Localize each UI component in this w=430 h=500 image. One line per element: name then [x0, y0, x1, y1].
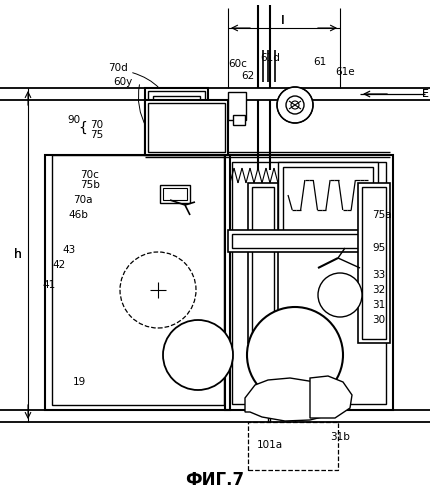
Bar: [45, 155, 230, 410]
Circle shape: [318, 273, 362, 317]
Bar: [52, 155, 224, 405]
Bar: [145, 100, 228, 155]
Text: 75b: 75b: [80, 180, 100, 190]
Bar: [145, 88, 208, 155]
Bar: [163, 188, 187, 200]
Text: 42: 42: [52, 260, 65, 270]
Bar: [232, 234, 384, 248]
Text: ФИГ.7: ФИГ.7: [185, 471, 245, 489]
Text: 32: 32: [372, 285, 385, 295]
Circle shape: [291, 101, 299, 109]
Text: 75: 75: [90, 130, 103, 140]
Text: h: h: [14, 248, 22, 262]
Text: 33: 33: [372, 270, 385, 280]
Text: h: h: [14, 248, 22, 262]
Bar: [228, 230, 388, 252]
Text: 70d: 70d: [108, 63, 128, 73]
Text: 70c: 70c: [80, 170, 99, 180]
Text: {: {: [78, 121, 87, 135]
Text: 61d: 61d: [260, 53, 280, 63]
Text: E: E: [422, 89, 429, 99]
Text: 31b: 31b: [330, 432, 350, 442]
Text: 60c: 60c: [229, 59, 247, 69]
Text: 19: 19: [73, 377, 86, 387]
Text: I: I: [281, 14, 285, 26]
Text: 46b: 46b: [68, 210, 88, 220]
Bar: [252, 187, 274, 339]
Circle shape: [277, 87, 313, 123]
Text: E: E: [422, 89, 429, 99]
Bar: [232, 162, 386, 404]
Bar: [358, 183, 390, 343]
Bar: [153, 96, 200, 146]
Text: 75a: 75a: [372, 210, 392, 220]
Bar: [278, 162, 378, 237]
Bar: [233, 115, 245, 125]
Text: 62: 62: [241, 71, 255, 81]
Text: 90: 90: [67, 115, 80, 125]
Bar: [225, 155, 393, 410]
Text: 95: 95: [372, 243, 385, 253]
Text: 70a: 70a: [73, 195, 92, 205]
Text: 61: 61: [313, 57, 327, 67]
Bar: [362, 187, 386, 339]
Text: 31: 31: [372, 300, 385, 310]
Bar: [148, 91, 205, 151]
Text: 43: 43: [62, 245, 75, 255]
Bar: [248, 422, 338, 470]
Bar: [248, 183, 278, 343]
Text: 30: 30: [372, 315, 385, 325]
Text: 61e: 61e: [335, 67, 355, 77]
Text: 41: 41: [42, 280, 55, 290]
Text: I: I: [281, 14, 285, 26]
Text: 101a: 101a: [257, 440, 283, 450]
Polygon shape: [310, 376, 352, 418]
Text: 70: 70: [90, 120, 103, 130]
Circle shape: [247, 307, 343, 403]
Circle shape: [163, 320, 233, 390]
Polygon shape: [245, 378, 340, 421]
Bar: [160, 185, 190, 203]
Text: 60y: 60y: [114, 77, 132, 87]
Bar: [283, 167, 373, 232]
Bar: [228, 92, 246, 120]
Bar: [148, 103, 225, 152]
